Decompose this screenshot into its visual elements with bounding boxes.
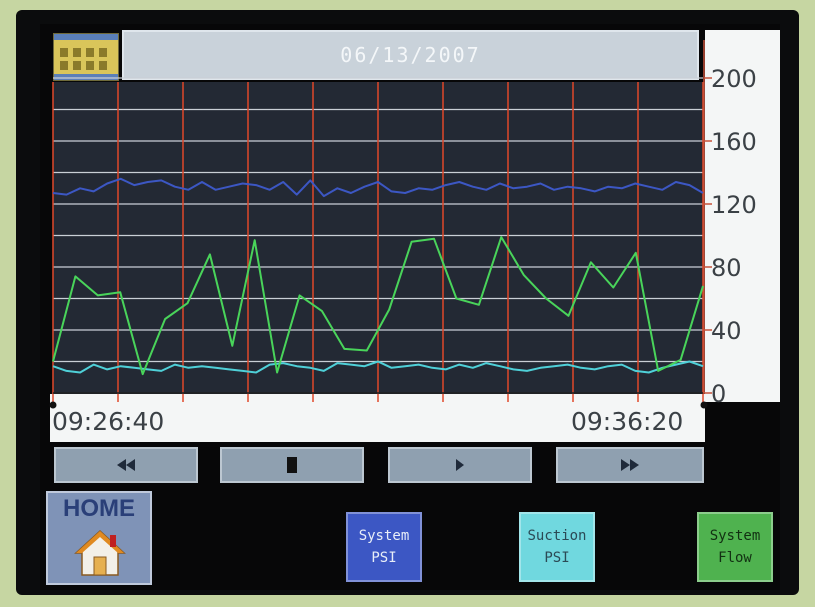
legend-line1: System xyxy=(709,528,761,544)
series-line-system-psi xyxy=(52,177,704,198)
date-text: 06/13/2007 xyxy=(340,43,481,67)
fast-forward-icon xyxy=(621,459,639,471)
series-line-suction-psi xyxy=(52,360,704,374)
logo-icon xyxy=(53,33,119,81)
legend-line2: PSI xyxy=(544,550,570,566)
home-label: HOME xyxy=(63,495,135,522)
y-tick-label: 160 xyxy=(711,128,757,156)
legend-system-psi-button[interactable]: System PSI xyxy=(346,512,422,582)
date-display: 06/13/2007 xyxy=(122,30,699,80)
x-start-label: 09:26:40 xyxy=(52,407,165,436)
x-axis-end-dot xyxy=(700,401,708,409)
y-tick-label: 80 xyxy=(711,254,742,282)
y-tick-label: 40 xyxy=(711,317,742,345)
legend-line2: PSI xyxy=(371,550,397,566)
legend-system-flow-button[interactable]: System Flow xyxy=(697,512,773,582)
y-tick-label: 200 xyxy=(711,65,757,93)
series-line-system-flow xyxy=(52,236,704,376)
play-button[interactable] xyxy=(388,447,532,483)
y-tick-label: 0 xyxy=(711,380,726,408)
plot-area xyxy=(53,82,705,394)
stop-button[interactable] xyxy=(220,447,364,483)
play-icon xyxy=(456,459,464,471)
fast-forward-button[interactable] xyxy=(556,447,704,483)
house-icon xyxy=(74,529,126,576)
legend-suction-psi-button[interactable]: Suction PSI xyxy=(519,512,595,582)
x-end-label: 09:36:20 xyxy=(571,407,684,436)
y-axis-panel xyxy=(705,30,780,402)
rewind-button[interactable] xyxy=(54,447,198,483)
y-tick-label: 120 xyxy=(711,191,757,219)
rewind-icon xyxy=(117,459,135,471)
x-axis-end-dot xyxy=(49,401,57,409)
home-button[interactable]: HOME xyxy=(46,491,152,585)
legend-line1: System xyxy=(358,528,410,544)
stop-icon xyxy=(287,457,297,473)
legend-line1: Suction xyxy=(527,528,587,544)
legend-line2: Flow xyxy=(718,550,752,566)
